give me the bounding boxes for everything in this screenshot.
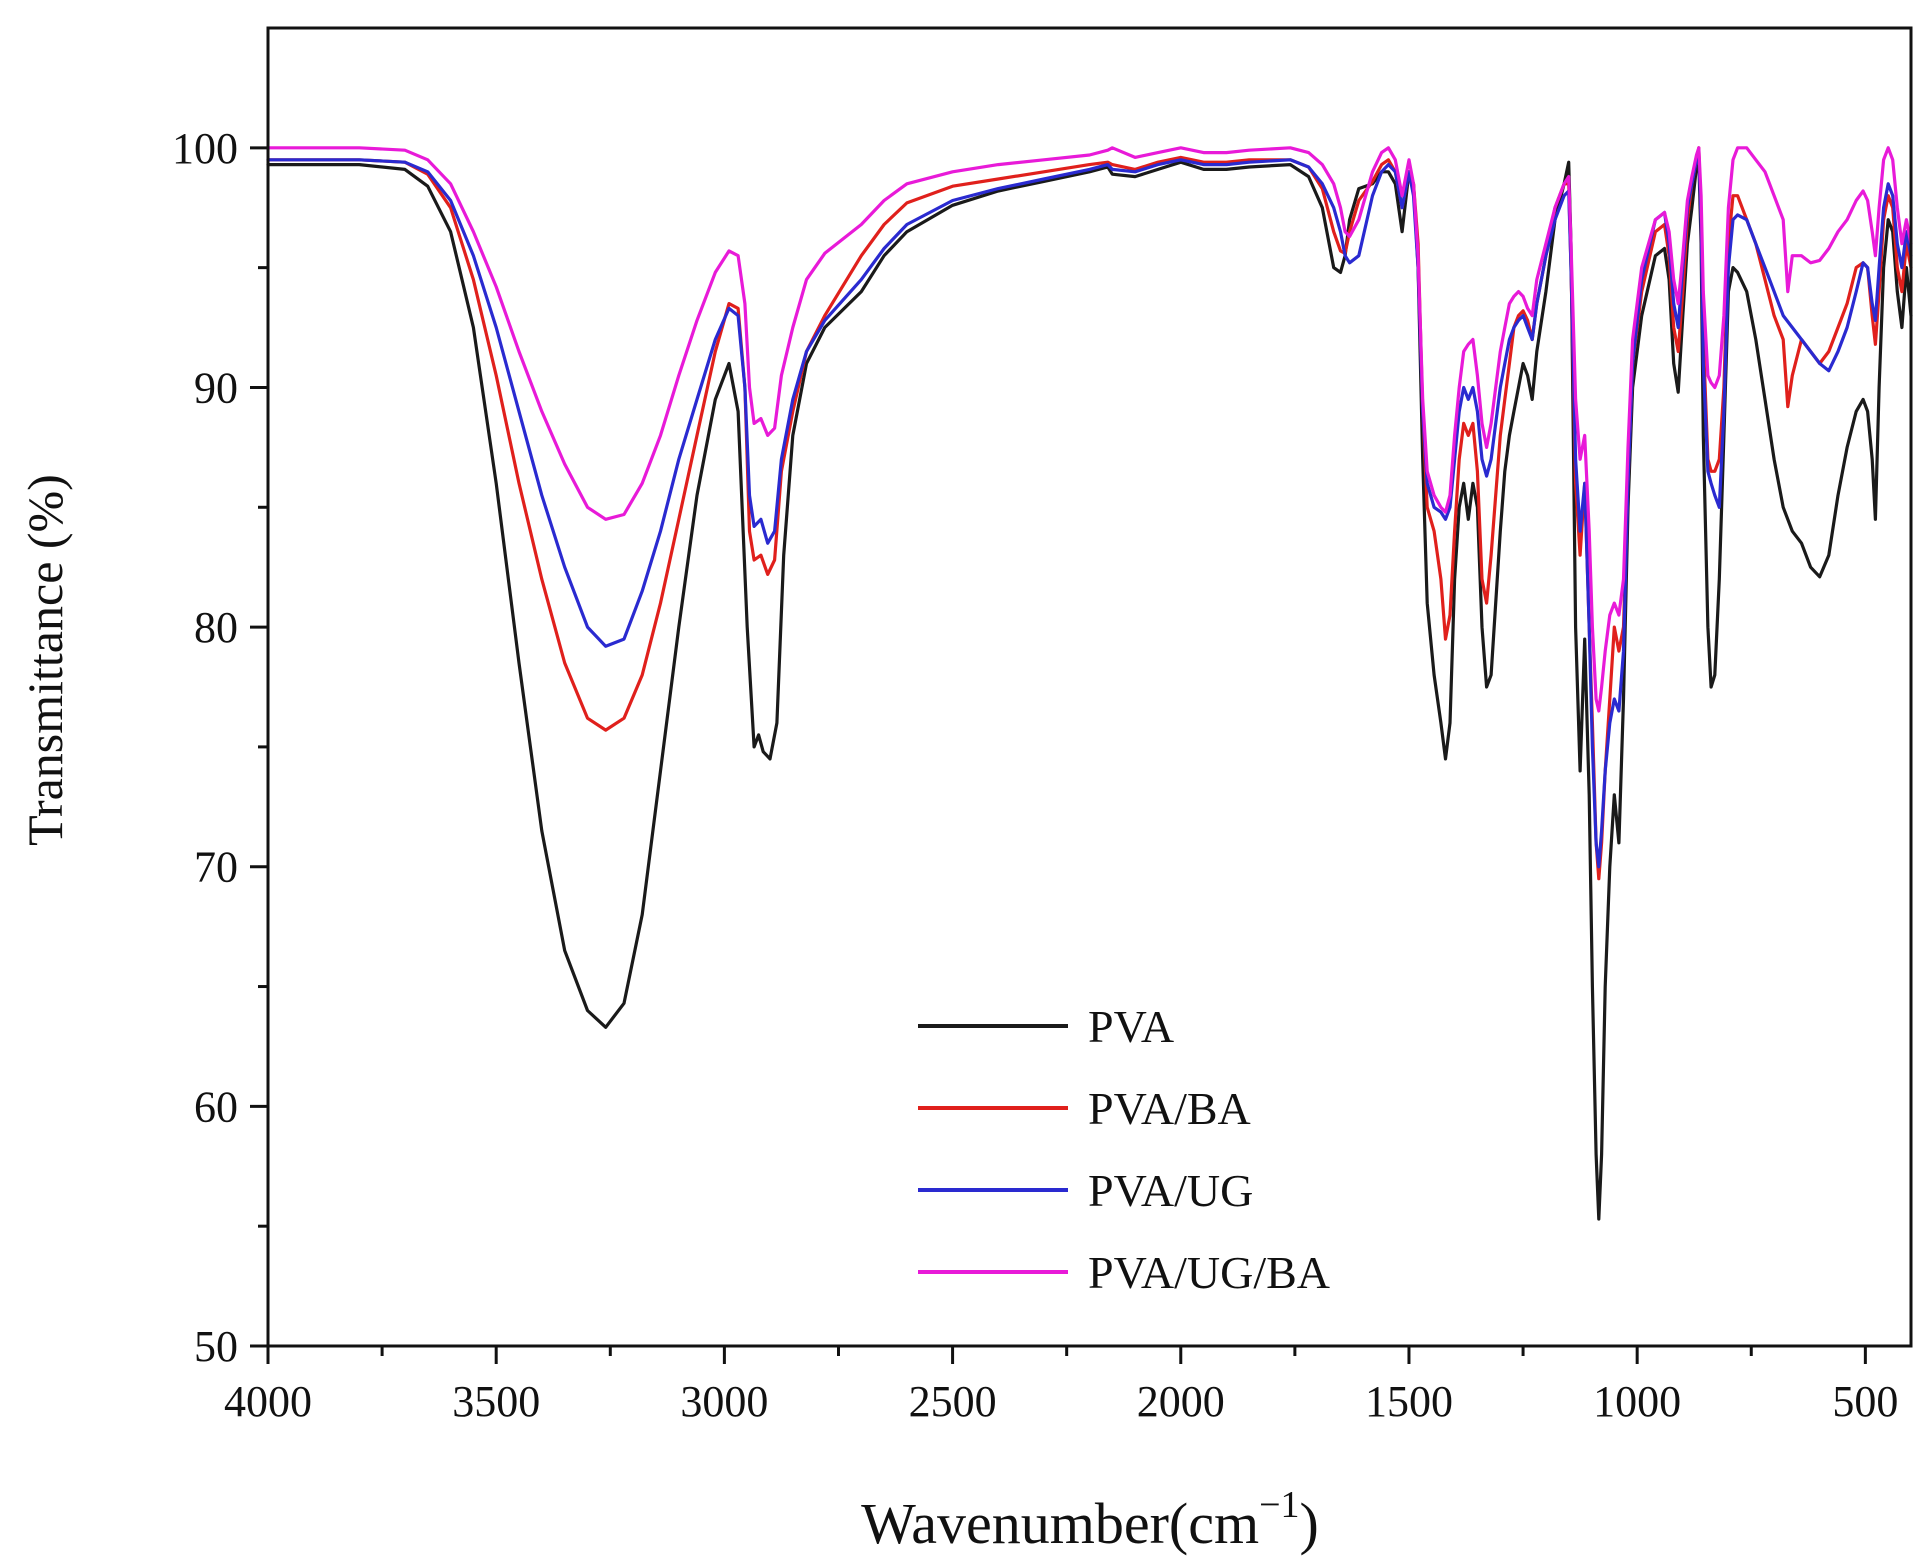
- x-axis-label-close: ): [1300, 1491, 1319, 1556]
- x-tick-label-1500: 1500: [1365, 1377, 1453, 1426]
- series-line-pva-ug-ba: [266, 146, 1913, 713]
- ticks-group: 4000 3500 3000 2500 2000 1500 1000 500 50 60 70 80 9…: [172, 124, 1898, 1426]
- x-axis-label-main: Wavenumber(cm: [861, 1491, 1259, 1556]
- y-axis-label: Transmittance (%): [17, 474, 73, 846]
- x-tick-label-2500: 2500: [909, 1377, 997, 1426]
- series-line-pva: [266, 158, 1913, 1221]
- y-tick-label-50: 50: [194, 1322, 238, 1371]
- series-line-pva-ug: [266, 151, 1913, 869]
- legend-label-pva-ug-ba: PVA/UG/BA: [1088, 1247, 1330, 1298]
- series-group: [266, 146, 1913, 1221]
- x-axis-label: Wavenumber(cm−1): [861, 1484, 1319, 1556]
- legend-label-pva: PVA: [1088, 1001, 1174, 1052]
- series-line-pva-ba: [266, 146, 1913, 881]
- x-tick-label-1000: 1000: [1593, 1377, 1681, 1426]
- y-tick-label-80: 80: [194, 603, 238, 652]
- legend-label-pva-ba: PVA/BA: [1088, 1083, 1251, 1134]
- x-tick-label-3000: 3000: [680, 1377, 768, 1426]
- x-tick-label-2000: 2000: [1137, 1377, 1225, 1426]
- y-tick-label-100: 100: [172, 124, 238, 173]
- legend-label-pva-ug: PVA/UG: [1088, 1165, 1253, 1216]
- y-tick-label-90: 90: [194, 363, 238, 412]
- y-tick-label-60: 60: [194, 1082, 238, 1131]
- plot-frame: [266, 26, 1913, 1348]
- y-tick-label-70: 70: [194, 843, 238, 892]
- legend: PVA PVA/BA PVA/UG PVA/UG/BA: [918, 1001, 1330, 1298]
- x-tick-label-500: 500: [1832, 1377, 1898, 1426]
- x-axis-label-superscript: −1: [1259, 1484, 1299, 1526]
- x-tick-label-4000: 4000: [224, 1377, 312, 1426]
- x-tick-label-3500: 3500: [452, 1377, 540, 1426]
